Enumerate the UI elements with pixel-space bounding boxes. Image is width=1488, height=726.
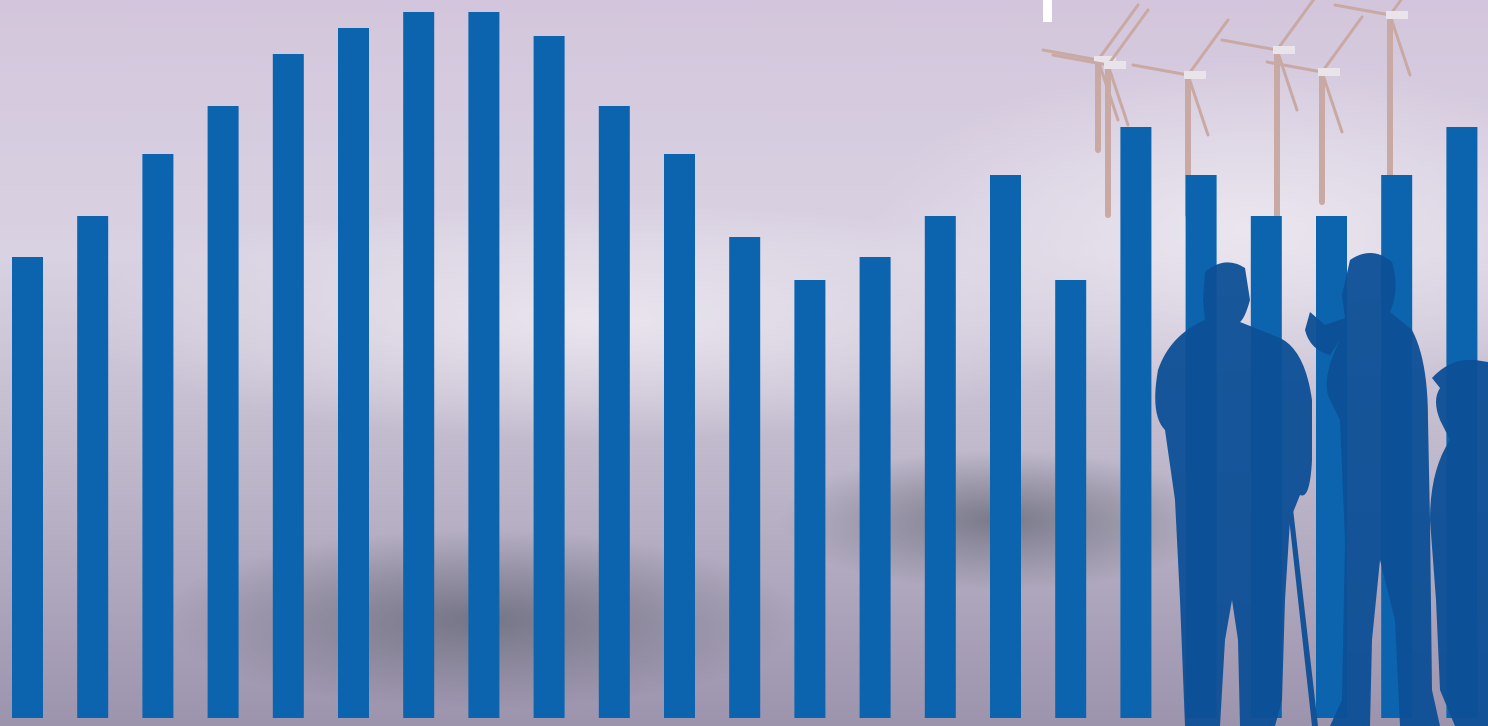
child [1430,359,1488,726]
decorative-bar [794,280,826,718]
white-mark [1043,0,1052,22]
turbine-blade [1106,63,1130,127]
turbine-blade [1096,3,1140,62]
decorative-bar [468,12,500,718]
cane [1287,500,1318,726]
wind-turbines [1041,0,1412,243]
decorative-bar [729,237,761,718]
decorative-bar [77,216,109,718]
turbine-blade [1265,60,1324,74]
turbine-blade [1186,73,1210,137]
turbine-nacelle [1184,71,1206,79]
decorative-bar [272,54,304,718]
decorative-bar [990,175,1021,718]
turbine-blade [1320,70,1344,134]
decorative-bar [338,28,369,718]
turbine-nacelle [1104,61,1126,69]
turbine-blade [1275,0,1316,52]
decorative-bar [924,216,956,718]
turbine-blade [1388,13,1412,77]
decorative-bar [598,106,630,718]
turbine-blade [1220,38,1279,52]
man-right [1305,252,1440,726]
decorative-bar [1316,216,1347,718]
decorative-bar [533,36,565,718]
decorative-bar [859,257,891,718]
turbine-nacelle [1318,68,1340,76]
turbine-nacelle [1386,11,1408,19]
turbine-nacelle [1094,56,1116,64]
turbine-blade [1320,15,1364,74]
turbine-blade [1388,0,1403,17]
decorative-bar [403,12,435,718]
turbine-blade [1333,3,1392,17]
decorative-bar [1055,280,1087,718]
decorative-bar [142,154,174,718]
decorative-bar [1120,127,1152,718]
turbine-blade [1051,53,1110,67]
silhouettes [1155,252,1488,726]
decorative-bar [12,257,43,718]
turbine-blade [1106,8,1150,67]
turbine-blade [1131,63,1190,77]
turbine-blade [1041,48,1100,62]
turbine-blade [1275,48,1299,112]
turbine-blade [1186,18,1230,77]
man-left [1155,262,1312,726]
turbine-nacelle [1273,46,1295,54]
decorative-bar [664,154,695,718]
decorative-bar [207,106,239,718]
